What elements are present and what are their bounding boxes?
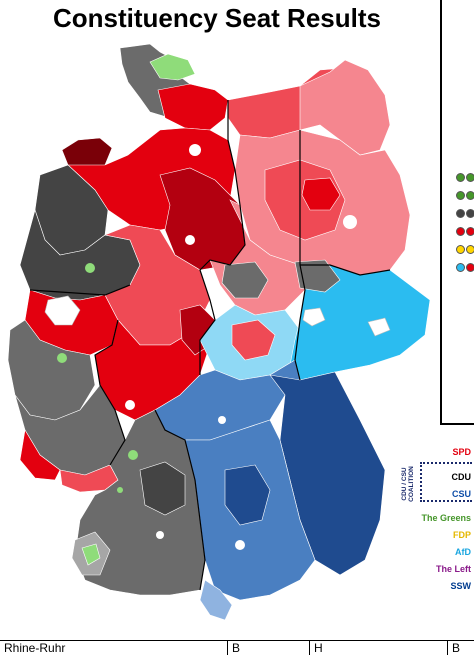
region-bw-dark[interactable] xyxy=(139,461,186,516)
side-dot xyxy=(466,263,474,272)
side-dot xyxy=(456,263,465,272)
region-green-spot-2[interactable] xyxy=(57,353,67,363)
region-ruhr-white[interactable] xyxy=(44,295,81,326)
side-dot xyxy=(456,245,465,254)
table-cell-region: Rhine-Ruhr xyxy=(0,641,228,655)
state-borders xyxy=(29,100,391,591)
coalition-label-text: CDU / CSU COALITION xyxy=(401,466,415,502)
legend-item-afd: AfD xyxy=(455,547,471,557)
region-saxony-grey[interactable] xyxy=(294,259,341,293)
germany-constituency-map xyxy=(7,43,431,621)
table-cell-3: H xyxy=(310,641,448,655)
region-nrw-south[interactable] xyxy=(7,319,96,421)
region-city-5[interactable] xyxy=(218,416,226,424)
region-bw-green[interactable] xyxy=(81,543,101,566)
side-dots xyxy=(456,170,474,278)
side-dot xyxy=(466,209,474,218)
legend-item-spd: SPD xyxy=(452,447,471,457)
side-dot xyxy=(456,209,465,218)
coalition-bracket xyxy=(420,462,472,502)
region-saarland[interactable] xyxy=(19,429,61,481)
region-green-spot-4[interactable] xyxy=(117,487,123,493)
side-dot xyxy=(456,173,465,182)
table-cell-4: B xyxy=(452,641,461,655)
legend-item-the-greens: The Greens xyxy=(421,513,471,523)
legend-item-csu: CSU xyxy=(451,489,471,499)
region-city-7[interactable] xyxy=(156,531,164,539)
region-green-spot-3[interactable] xyxy=(128,450,138,460)
region-green-spot-1[interactable] xyxy=(85,263,95,273)
inset-frame xyxy=(440,0,474,425)
region-dresden-white[interactable] xyxy=(367,317,391,337)
region-leipzig-white[interactable] xyxy=(302,307,326,327)
side-dot xyxy=(456,227,465,236)
region-north-green[interactable] xyxy=(149,53,196,81)
side-dot xyxy=(466,191,474,200)
region-city-2[interactable] xyxy=(185,235,195,245)
table-cell-2: B xyxy=(228,641,310,655)
region-bavaria-dark-2[interactable] xyxy=(224,464,271,526)
region-hamburg-area[interactable] xyxy=(157,83,229,131)
region-saxony-anhalt-grey[interactable] xyxy=(221,261,269,299)
region-vorpommern[interactable] xyxy=(299,59,391,156)
legend-item-fdp: FDP xyxy=(453,530,471,540)
map-title: Constituency Seat Results xyxy=(53,3,381,33)
results-table-header: Rhine-Ruhr B H B xyxy=(0,640,474,655)
region-thuringia-red[interactable] xyxy=(231,319,276,361)
region-city-3[interactable] xyxy=(343,215,357,229)
legend-item-the-left: The Left xyxy=(436,564,471,574)
region-berlin[interactable] xyxy=(301,177,341,211)
side-dot xyxy=(456,191,465,200)
region-city-1[interactable] xyxy=(189,144,201,156)
legend-item-cdu: CDU xyxy=(451,472,472,482)
region-city-4[interactable] xyxy=(125,400,135,410)
legend-item-ssw: SSW xyxy=(450,581,471,591)
region-bavaria-south-light[interactable] xyxy=(199,579,233,621)
coalition-label: CDU / CSU COALITION xyxy=(398,462,418,506)
region-city-6[interactable] xyxy=(235,540,245,550)
side-dot xyxy=(466,173,474,182)
side-dot xyxy=(466,245,474,254)
side-dot xyxy=(466,227,474,236)
